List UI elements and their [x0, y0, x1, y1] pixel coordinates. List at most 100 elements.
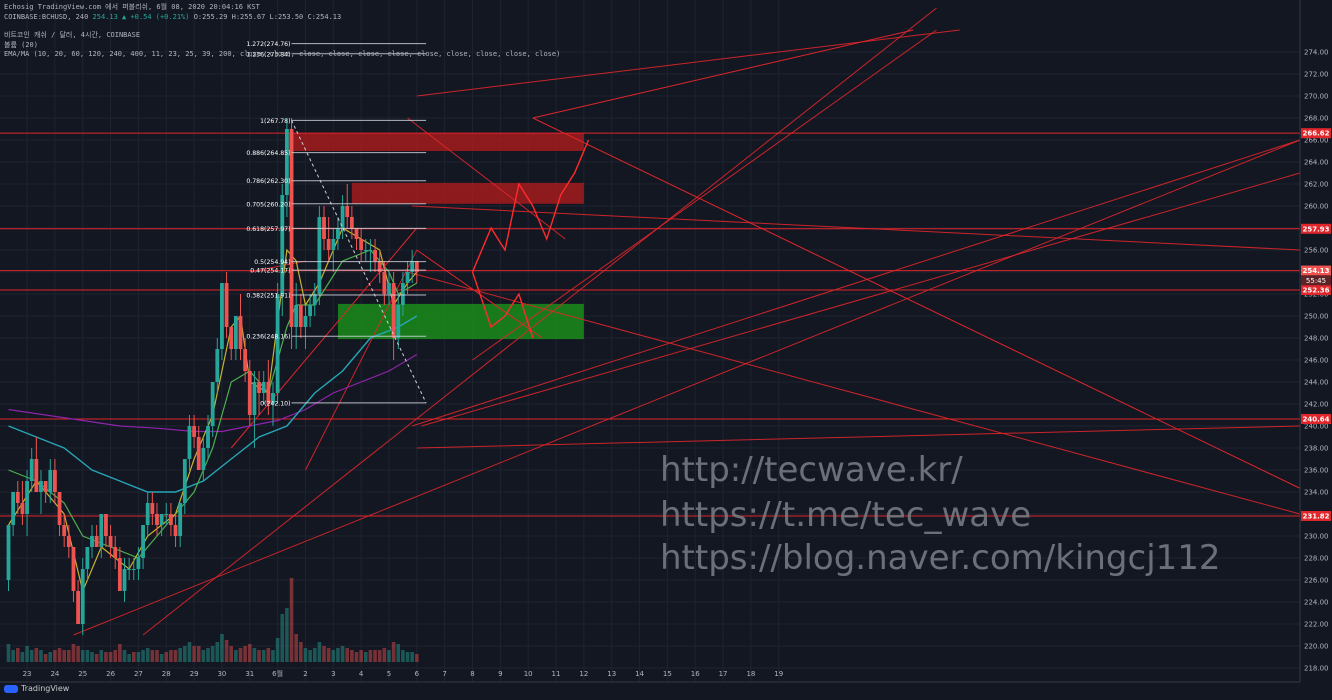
price-tick-label: 230.00 — [1304, 533, 1329, 541]
candle-body — [410, 261, 415, 272]
ema-label[interactable]: EMA/MA (10, 20, 60, 120, 240, 400, 11, 2… — [4, 50, 561, 58]
price-tick-label: 270.00 — [1304, 93, 1329, 101]
candle-body — [113, 547, 118, 558]
projection-down — [471, 271, 534, 339]
candle-body — [387, 283, 391, 294]
candle-body — [164, 514, 169, 515]
volume-bar — [164, 652, 169, 662]
time-tick-label: 14 — [635, 670, 644, 678]
ohlc: O:255.29 H:255.67 L:253.50 C:254.13 — [193, 13, 342, 21]
trendline — [416, 425, 1301, 449]
countdown-tag — [1301, 275, 1331, 286]
volume-bar — [410, 652, 414, 662]
candle-body — [178, 503, 183, 536]
fib-level-label: 0.5(254.94) — [254, 259, 290, 266]
time-tick-label: 2 — [303, 670, 307, 678]
price-tick-label: 238.00 — [1304, 445, 1329, 453]
volume-bar — [285, 608, 289, 662]
candle-body — [396, 305, 401, 338]
volume-bar — [312, 648, 317, 662]
volume-bar — [43, 654, 48, 662]
candle-body — [104, 514, 108, 536]
volume-bar — [62, 650, 66, 662]
time-tick-label: 30 — [217, 670, 226, 678]
price-level-tag — [1301, 510, 1331, 521]
candle-body — [25, 481, 29, 514]
candle-body — [294, 305, 299, 327]
price-tick-label: 262.00 — [1304, 181, 1329, 189]
candles — [6, 118, 419, 635]
trendline — [472, 29, 937, 361]
volume-label[interactable]: 볼륨 (20) — [4, 41, 38, 49]
volume-bar — [336, 648, 340, 662]
candle-body — [76, 591, 80, 624]
volume-bar — [206, 648, 210, 662]
candle-body — [368, 250, 373, 251]
candle-body — [377, 261, 382, 272]
price-axis[interactable]: 218.00 220.00 222.00 224.00 226.00 228.00 230.… — [1299, 0, 1332, 700]
candle-body — [136, 558, 141, 569]
volume-bar — [11, 650, 15, 662]
candle-body — [94, 536, 99, 547]
volume-bar — [34, 648, 39, 662]
price-tick-label: 218.00 — [1304, 665, 1329, 673]
volume-bar — [261, 650, 266, 662]
volume-bar — [25, 646, 29, 662]
candle-body — [275, 294, 280, 393]
candle-body — [15, 492, 20, 503]
time-tick-label: 23 — [23, 670, 32, 678]
volume-bar — [108, 652, 113, 662]
up-arrow-icon: ▲ — [122, 13, 127, 21]
volume-bar — [187, 642, 192, 662]
time-axis[interactable]: 23 24 25 26 27 28 29 30 31 6월 2 3 4 5 6 7 8 9 10 11 12 13 14 15… — [0, 669, 1300, 683]
volume-bar — [210, 646, 215, 662]
volume-bar — [76, 646, 80, 662]
time-tick-label: 19 — [774, 670, 783, 678]
volume-bar — [405, 652, 410, 662]
symbol-line: COINBASE:BCHUSD, 240 254.13 ▲ +0.54 (+0.… — [4, 13, 341, 22]
volume-bar — [71, 644, 76, 662]
candle-body — [169, 514, 173, 525]
trendline — [416, 29, 960, 97]
time-tick-label: 24 — [50, 670, 59, 678]
volume-bar — [131, 652, 136, 662]
price-tick-label: 222.00 — [1304, 621, 1329, 629]
fib-level-label: 0.618(257.97) — [246, 226, 290, 233]
trendline — [412, 205, 1301, 251]
candle-body — [210, 382, 215, 426]
candle-body — [145, 503, 150, 525]
price-level-tag — [1301, 413, 1331, 424]
fib-level-label: 1(267.78) — [260, 118, 290, 125]
volume-bar — [6, 644, 11, 662]
volume-bar — [159, 654, 164, 662]
time-tick-label: 10 — [524, 670, 533, 678]
price-axis-bg — [1300, 0, 1332, 700]
volume-bar — [308, 650, 312, 662]
trendline — [73, 139, 1301, 636]
candle-body — [206, 426, 210, 448]
trendlines — [73, 7, 1308, 636]
brand[interactable]: TradingView — [4, 684, 69, 693]
volume-bar — [173, 650, 178, 662]
candle-body — [405, 272, 410, 283]
candle-body — [252, 382, 257, 415]
candle-body — [150, 503, 155, 514]
volume-bar — [150, 650, 155, 662]
fib-level-label: 0.382(251.91) — [246, 292, 290, 299]
price-level-label: 257.93 — [1302, 225, 1329, 233]
candle-body — [373, 250, 377, 261]
horizontal-levels — [0, 132, 1300, 517]
price-level-tag — [1301, 265, 1331, 276]
candle-body — [43, 481, 48, 492]
fib-retracement[interactable]: 1.272(274.76) 1.236(273.84) 1(267.78) 0.886… — [246, 41, 427, 407]
price-tick-label: 248.00 — [1304, 335, 1329, 343]
time-tick-label: 18 — [746, 670, 755, 678]
price-level-label: 252.36 — [1302, 287, 1329, 295]
watermark-line-2: https://t.me/tec_wave — [660, 495, 1032, 535]
candle-body — [215, 349, 220, 382]
candle-body — [285, 129, 289, 195]
time-tick-label: 13 — [607, 670, 616, 678]
price-tick-label: 272.00 — [1304, 71, 1329, 79]
volume-bar — [331, 650, 336, 662]
